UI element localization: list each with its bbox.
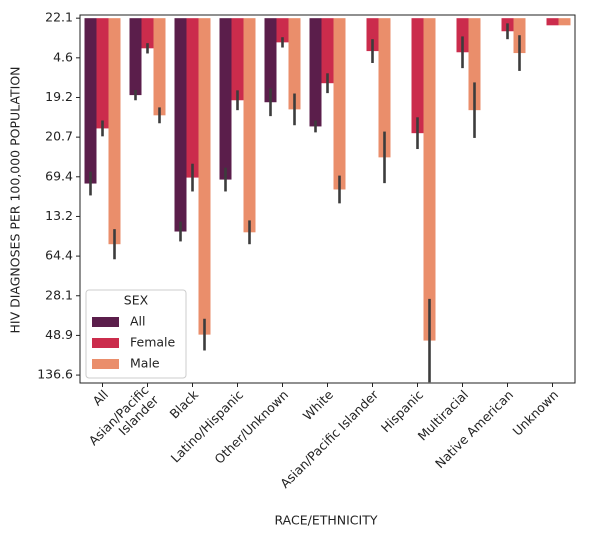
bar xyxy=(84,18,97,184)
legend-label: Female xyxy=(130,335,176,350)
bar xyxy=(198,18,211,335)
y-axis-label: HIV DIAGNOSES PER 100,000 POPULATION xyxy=(8,66,23,333)
x-tick-label: Black xyxy=(167,386,202,421)
bar xyxy=(231,18,244,101)
y-tick-label: 28.1 xyxy=(45,287,73,302)
y-tick-label: 69.4 xyxy=(45,168,73,183)
x-axis-label: RACE/ETHNICITY xyxy=(274,513,377,528)
bar xyxy=(456,18,469,53)
y-tick-label: 48.9 xyxy=(45,327,73,342)
legend-box xyxy=(85,289,187,379)
bar xyxy=(108,18,121,245)
bar xyxy=(333,18,346,190)
x-tick-label: White xyxy=(300,387,337,424)
y-tick-label: 22.1 xyxy=(45,10,73,25)
bar xyxy=(276,18,289,43)
legend-label: Male xyxy=(130,356,160,371)
bar xyxy=(309,18,322,127)
y-tick-label: 64.4 xyxy=(45,248,73,263)
y-tick-label: 20.7 xyxy=(45,129,73,144)
bar xyxy=(96,18,109,129)
legend-swatch xyxy=(92,359,119,369)
bar xyxy=(423,18,436,341)
y-tick-label: 4.6 xyxy=(53,49,73,64)
legend-swatch xyxy=(92,338,119,348)
bar xyxy=(468,18,481,111)
bar xyxy=(411,18,424,134)
bar xyxy=(219,18,232,180)
bar xyxy=(288,18,301,110)
y-tick-label: 13.2 xyxy=(45,208,73,223)
bar xyxy=(129,18,142,96)
bar xyxy=(264,18,277,103)
legend-title: SEX xyxy=(124,293,149,308)
bar xyxy=(153,18,166,116)
x-tick-label: Unknown xyxy=(509,387,561,439)
bar xyxy=(186,18,199,178)
bar xyxy=(141,18,154,49)
legend-label: All xyxy=(130,314,146,329)
x-tick-label: Native American xyxy=(432,387,516,471)
x-tick-label: All xyxy=(90,387,112,409)
bar xyxy=(243,18,256,233)
bar xyxy=(378,18,391,158)
y-tick-label: 19.2 xyxy=(45,89,73,104)
plot-frame xyxy=(79,14,576,384)
bar xyxy=(546,18,559,26)
bar xyxy=(366,18,379,52)
bar xyxy=(321,18,334,84)
bar xyxy=(558,18,571,26)
legend-swatch xyxy=(92,317,119,327)
bar xyxy=(174,18,187,232)
y-tick-label: 136.6 xyxy=(37,367,73,382)
